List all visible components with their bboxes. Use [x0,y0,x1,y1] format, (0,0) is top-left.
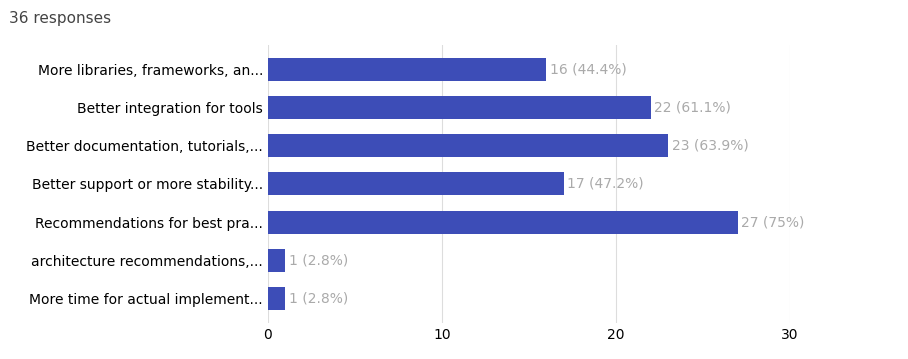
Text: 1 (2.8%): 1 (2.8%) [289,292,348,306]
Bar [268,57,547,80]
Text: 1 (2.8%): 1 (2.8%) [289,254,348,267]
Text: 22 (61.1%): 22 (61.1%) [654,101,731,114]
Text: 23 (63.9%): 23 (63.9%) [672,139,748,153]
Text: 17 (47.2%): 17 (47.2%) [568,177,644,191]
Text: 27 (75%): 27 (75%) [741,215,804,229]
Bar [268,134,668,157]
Bar [268,172,564,196]
Bar [268,96,651,119]
Bar [268,288,285,311]
Text: 16 (44.4%): 16 (44.4%) [549,62,627,76]
Bar [268,249,285,272]
Bar [268,211,737,234]
Text: 36 responses: 36 responses [9,11,111,26]
